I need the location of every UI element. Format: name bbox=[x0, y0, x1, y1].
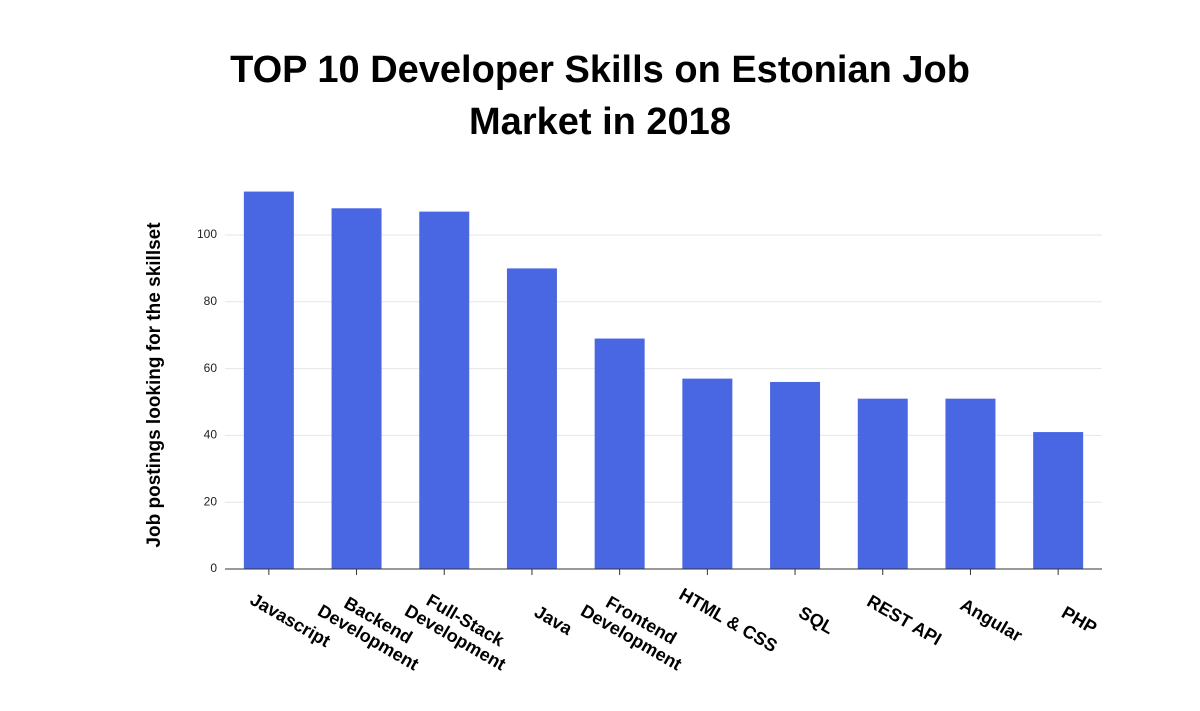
y-tick-label: 80 bbox=[204, 294, 218, 308]
y-tick-label: 20 bbox=[204, 494, 218, 508]
y-tick-label: 100 bbox=[197, 227, 217, 241]
chart-title: TOP 10 Developer Skills on Estonian Job … bbox=[230, 49, 970, 143]
bar bbox=[1033, 432, 1084, 569]
y-tick-label: 60 bbox=[204, 361, 218, 375]
bar bbox=[594, 338, 645, 569]
bar bbox=[770, 381, 821, 569]
bar bbox=[682, 378, 733, 569]
bar bbox=[331, 208, 382, 569]
bar bbox=[857, 398, 908, 569]
bar bbox=[243, 191, 294, 569]
bar bbox=[419, 211, 470, 569]
bar bbox=[506, 268, 557, 569]
y-tick-label: 40 bbox=[204, 428, 218, 442]
bar bbox=[945, 398, 996, 569]
y-axis-label: Job postings looking for the skillset bbox=[144, 222, 165, 548]
y-tick-label: 0 bbox=[210, 561, 217, 575]
